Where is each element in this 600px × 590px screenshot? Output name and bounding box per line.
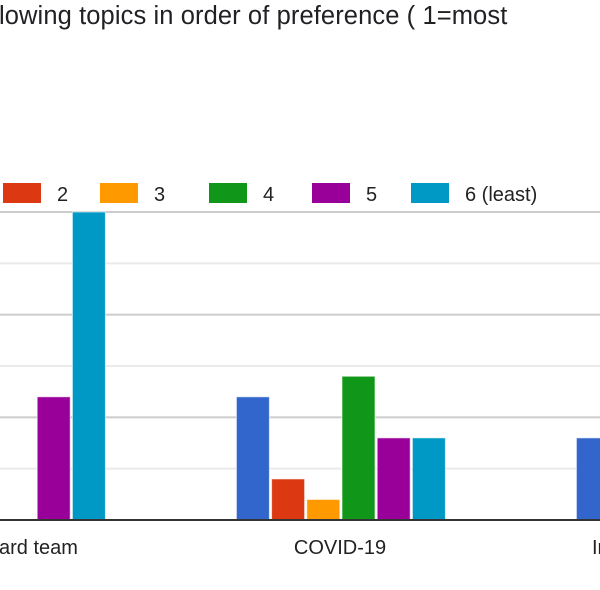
bar-in-1 [575, 437, 600, 521]
legend-swatch [100, 183, 138, 203]
legend-swatch [209, 183, 247, 203]
bar-covid-19-5 [376, 437, 411, 521]
gridline [0, 416, 600, 419]
x-tick-label: In [592, 537, 600, 559]
chart-title: lowing topics in order of preference ( 1… [0, 2, 508, 30]
gridline [0, 365, 600, 367]
legend-swatch [312, 183, 350, 203]
x-tick-label: ard team [0, 537, 78, 559]
x-tick-label: COVID-19 [294, 537, 386, 559]
bar-covid-19-2 [271, 478, 306, 521]
bar-covid-19-4 [341, 375, 376, 521]
bar-covid-19-1 [235, 396, 270, 521]
gridline [0, 313, 600, 316]
legend-label: 4 [263, 184, 274, 206]
legend-label: 3 [154, 184, 165, 206]
gridline [0, 211, 600, 213]
bar-covid-19-6 [411, 437, 446, 521]
bar-ard-team-5 [36, 396, 71, 521]
legend-label: 6 (least) [465, 184, 537, 206]
gridline [0, 262, 600, 265]
bar-covid-19-3 [306, 498, 341, 521]
legend-label: 2 [57, 184, 68, 206]
x-axis-baseline [0, 519, 600, 521]
legend-swatch [3, 183, 41, 203]
bar-ard-team-6 [71, 211, 106, 521]
legend-label: 5 [366, 184, 377, 206]
gridline [0, 467, 600, 470]
legend-swatch [411, 183, 449, 203]
